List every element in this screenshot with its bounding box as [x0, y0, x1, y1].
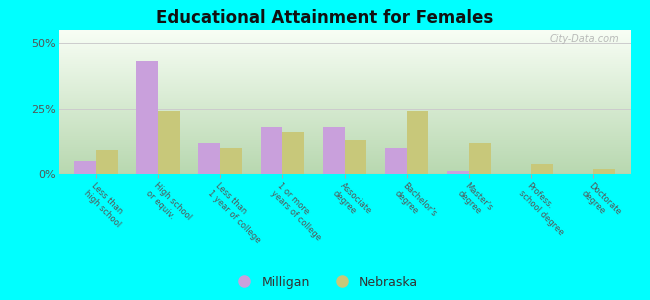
Bar [407, 111, 428, 174]
Bar [593, 169, 615, 174]
Bar [198, 142, 220, 174]
Bar [323, 127, 345, 174]
Bar [385, 148, 407, 174]
Bar [344, 140, 366, 174]
Bar [447, 171, 469, 174]
Bar [261, 127, 282, 174]
Bar [96, 150, 118, 174]
Bar [158, 111, 180, 174]
Text: City-Data.com: City-Data.com [549, 34, 619, 44]
Text: Educational Attainment for Females: Educational Attainment for Females [157, 9, 493, 27]
Bar [469, 142, 491, 174]
Bar [74, 161, 96, 174]
Bar [136, 61, 158, 174]
Bar [531, 164, 552, 174]
Legend: Milligan, Nebraska: Milligan, Nebraska [227, 271, 423, 294]
Bar [282, 132, 304, 174]
Bar [220, 148, 242, 174]
